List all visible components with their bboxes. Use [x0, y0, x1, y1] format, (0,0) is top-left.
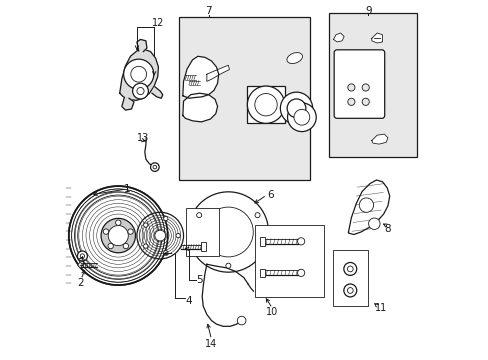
Circle shape: [123, 243, 128, 249]
Polygon shape: [348, 180, 389, 234]
Text: 12: 12: [151, 18, 163, 28]
Circle shape: [362, 98, 368, 105]
Bar: [259, 237, 264, 246]
Polygon shape: [122, 98, 134, 110]
Text: 7: 7: [205, 6, 211, 17]
Circle shape: [368, 218, 379, 229]
Circle shape: [108, 243, 113, 249]
Polygon shape: [371, 33, 382, 43]
Text: 4: 4: [185, 296, 192, 306]
FancyBboxPatch shape: [333, 50, 384, 118]
Bar: [186, 208, 218, 256]
Circle shape: [286, 99, 305, 118]
Circle shape: [155, 230, 165, 241]
Bar: [259, 269, 264, 277]
Circle shape: [247, 86, 284, 123]
Polygon shape: [206, 65, 229, 81]
Text: 11: 11: [375, 303, 387, 314]
Polygon shape: [120, 49, 158, 100]
Circle shape: [359, 198, 373, 212]
Polygon shape: [137, 40, 147, 51]
Text: 9: 9: [364, 6, 371, 17]
Circle shape: [137, 87, 144, 95]
Text: 10: 10: [266, 307, 278, 317]
Circle shape: [77, 251, 87, 261]
Text: 2: 2: [78, 278, 84, 288]
Circle shape: [137, 212, 183, 259]
Polygon shape: [183, 93, 217, 122]
Bar: [333, 249, 367, 306]
Polygon shape: [152, 87, 163, 98]
Circle shape: [150, 163, 159, 171]
Circle shape: [163, 216, 167, 221]
Text: 5: 5: [196, 275, 203, 285]
Circle shape: [101, 219, 135, 253]
Circle shape: [347, 98, 354, 105]
Circle shape: [132, 83, 148, 99]
Circle shape: [362, 84, 368, 91]
Circle shape: [163, 251, 167, 255]
Circle shape: [287, 103, 316, 132]
Text: 14: 14: [205, 339, 217, 349]
Circle shape: [103, 229, 108, 234]
Circle shape: [254, 94, 277, 116]
Circle shape: [153, 165, 156, 169]
Text: 13: 13: [137, 133, 149, 143]
Circle shape: [115, 220, 121, 225]
Circle shape: [347, 84, 354, 91]
Circle shape: [188, 192, 268, 272]
Circle shape: [297, 269, 304, 276]
Circle shape: [346, 266, 352, 272]
Text: 6: 6: [266, 190, 273, 200]
Circle shape: [127, 229, 133, 234]
Circle shape: [176, 233, 180, 238]
Circle shape: [143, 223, 147, 227]
Circle shape: [80, 254, 84, 258]
Ellipse shape: [286, 53, 302, 63]
Circle shape: [297, 238, 304, 245]
Text: 1: 1: [123, 184, 130, 194]
FancyBboxPatch shape: [338, 58, 384, 110]
Polygon shape: [333, 33, 344, 42]
Circle shape: [69, 186, 167, 285]
Text: 8: 8: [383, 225, 390, 234]
Polygon shape: [371, 134, 387, 144]
Bar: [247, 86, 284, 123]
Bar: [201, 242, 206, 251]
Circle shape: [346, 288, 352, 293]
Circle shape: [255, 213, 260, 218]
Circle shape: [225, 263, 230, 268]
Text: 3: 3: [78, 258, 84, 268]
Bar: [179, 17, 309, 180]
Circle shape: [123, 59, 153, 89]
Bar: [328, 13, 416, 157]
Circle shape: [293, 109, 309, 125]
Bar: [254, 225, 324, 297]
Circle shape: [108, 226, 128, 246]
Circle shape: [280, 92, 312, 125]
Circle shape: [78, 195, 159, 276]
Polygon shape: [183, 56, 218, 98]
Circle shape: [196, 213, 201, 218]
Circle shape: [343, 262, 356, 275]
Circle shape: [131, 66, 146, 82]
Circle shape: [143, 244, 147, 248]
Polygon shape: [78, 262, 82, 268]
Circle shape: [343, 284, 356, 297]
Circle shape: [237, 316, 245, 325]
